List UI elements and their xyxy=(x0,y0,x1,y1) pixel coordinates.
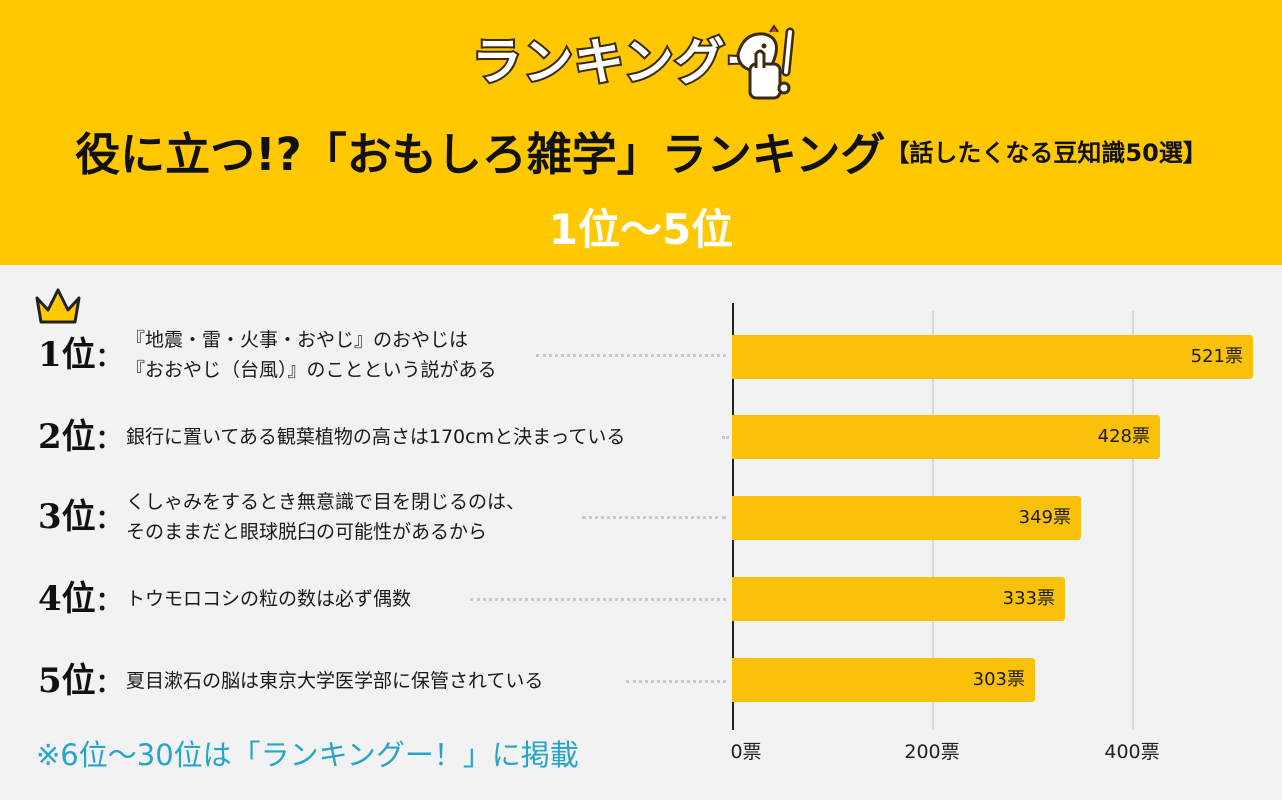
ranking-goo-logo: ランキングー xyxy=(470,22,812,104)
ranking-item-line: くしゃみをするとき無意識で目を閉じるのは、 xyxy=(126,491,526,513)
crown-icon xyxy=(35,288,81,324)
x-tick-label: 200票 xyxy=(904,741,960,763)
rank-suffix: 位 xyxy=(61,335,96,375)
x-tick-label: 0票 xyxy=(730,741,762,763)
ranking-item-line: トウモロコシの粒の数は必ず偶数 xyxy=(126,588,412,610)
chicken-thumbs-up-icon xyxy=(736,24,795,100)
bar-chart: 521票 428票 349票 333票 303票 xyxy=(732,303,1262,730)
bar-1: 521票 xyxy=(732,335,1253,379)
ranking-row: 3位： くしゃみをするとき無意識で目を閉じるのは、 そのままだと眼球脱臼の可能性があ… xyxy=(0,482,732,552)
x-tick-label: 400票 xyxy=(1104,741,1160,763)
dot-leader xyxy=(582,516,726,519)
bar-value-label: 428票 xyxy=(1097,426,1150,447)
ranking-item-line: 銀行に置いてある観葉植物の高さは170cmと決まっている xyxy=(126,426,626,448)
title-main: 役に立つ!?「おもしろ雑学」ランキング xyxy=(75,128,886,181)
rank-suffix: 位 xyxy=(61,579,96,619)
rank-number: 5 xyxy=(38,661,62,701)
page-title: 役に立つ!?「おもしろ雑学」ランキング【話したくなる豆知識50選】 xyxy=(0,118,1282,188)
ranking-item-line: 『おおやじ（台風）』のことという説がある xyxy=(126,359,497,381)
logo-wordmark: ランキングー xyxy=(470,31,777,93)
header-banner: ランキングー 役に立つ!?「おもしろ雑学」ランキング【話したくなる豆知識50選】… xyxy=(0,0,1282,265)
rank-label: 1位： xyxy=(38,320,122,390)
bar-4: 333票 xyxy=(732,577,1065,621)
rank-colon: ： xyxy=(95,425,122,455)
dot-leader xyxy=(536,354,726,357)
ranking-item-text: 銀行に置いてある観葉植物の高さは170cmと決まっている xyxy=(126,402,625,472)
title-subtitle: 【話したくなる豆知識50選】 xyxy=(885,139,1207,167)
bar-value-label: 333票 xyxy=(1002,588,1055,609)
ranking-row: 5位： 夏目漱石の脳は東京大学医学部に保管されている xyxy=(0,646,732,716)
bar-value-label: 521票 xyxy=(1190,346,1243,367)
gridline xyxy=(1132,311,1134,730)
ranking-item-text: くしゃみをするとき無意識で目を閉じるのは、 そのままだと眼球脱臼の可能性があるから xyxy=(126,482,525,552)
bar-value-label: 349票 xyxy=(1018,507,1071,528)
rank-number: 1 xyxy=(38,335,62,375)
rank-colon: ： xyxy=(95,587,122,617)
ranking-row: 1位： 『地震・雷・火事・おやじ』のおやじは『おおやじ（台風）』のことという説があ… xyxy=(0,320,732,390)
rank-number: 4 xyxy=(38,579,62,619)
rank-suffix: 位 xyxy=(61,661,96,701)
ranking-item-line: 夏目漱石の脳は東京大学医学部に保管されている xyxy=(126,670,544,692)
bar-value-label: 303票 xyxy=(972,669,1025,690)
rank-number: 2 xyxy=(38,417,62,457)
rank-range-heading: 1位〜5位 xyxy=(548,205,734,254)
rank-suffix: 位 xyxy=(61,417,96,457)
dot-leader xyxy=(626,680,726,683)
bar-5: 303票 xyxy=(732,658,1035,702)
bar-3: 349票 xyxy=(732,496,1081,540)
rank-label: 5位： xyxy=(38,646,122,716)
rank-label: 2位： xyxy=(38,402,122,472)
ranking-item-line: そのままだと眼球脱臼の可能性があるから xyxy=(126,521,488,543)
footnote: ※6位〜30位は「ランキングー！」に掲載 xyxy=(36,738,579,772)
rank-colon: ： xyxy=(95,669,122,699)
dot-leader xyxy=(722,436,726,439)
rank-label: 3位： xyxy=(38,482,122,552)
ranking-row: 4位： トウモロコシの粒の数は必ず偶数 xyxy=(0,564,732,634)
ranking-item-text: 『地震・雷・火事・おやじ』のおやじは『おおやじ（台風）』のことという説がある xyxy=(126,320,497,390)
ranking-item-text: 夏目漱石の脳は東京大学医学部に保管されている xyxy=(126,646,543,716)
rank-colon: ： xyxy=(95,343,122,373)
ranking-item-line: 『地震・雷・火事・おやじ』のおやじは xyxy=(126,329,469,351)
rank-number: 3 xyxy=(38,497,62,537)
rank-label: 4位： xyxy=(38,564,122,634)
rank-colon: ： xyxy=(95,505,122,535)
bar-2: 428票 xyxy=(732,415,1160,459)
dot-leader xyxy=(470,598,726,601)
ranking-row: 2位： 銀行に置いてある観葉植物の高さは170cmと決まっている xyxy=(0,402,732,472)
rank-suffix: 位 xyxy=(61,497,96,537)
ranking-item-text: トウモロコシの粒の数は必ず偶数 xyxy=(126,564,411,634)
